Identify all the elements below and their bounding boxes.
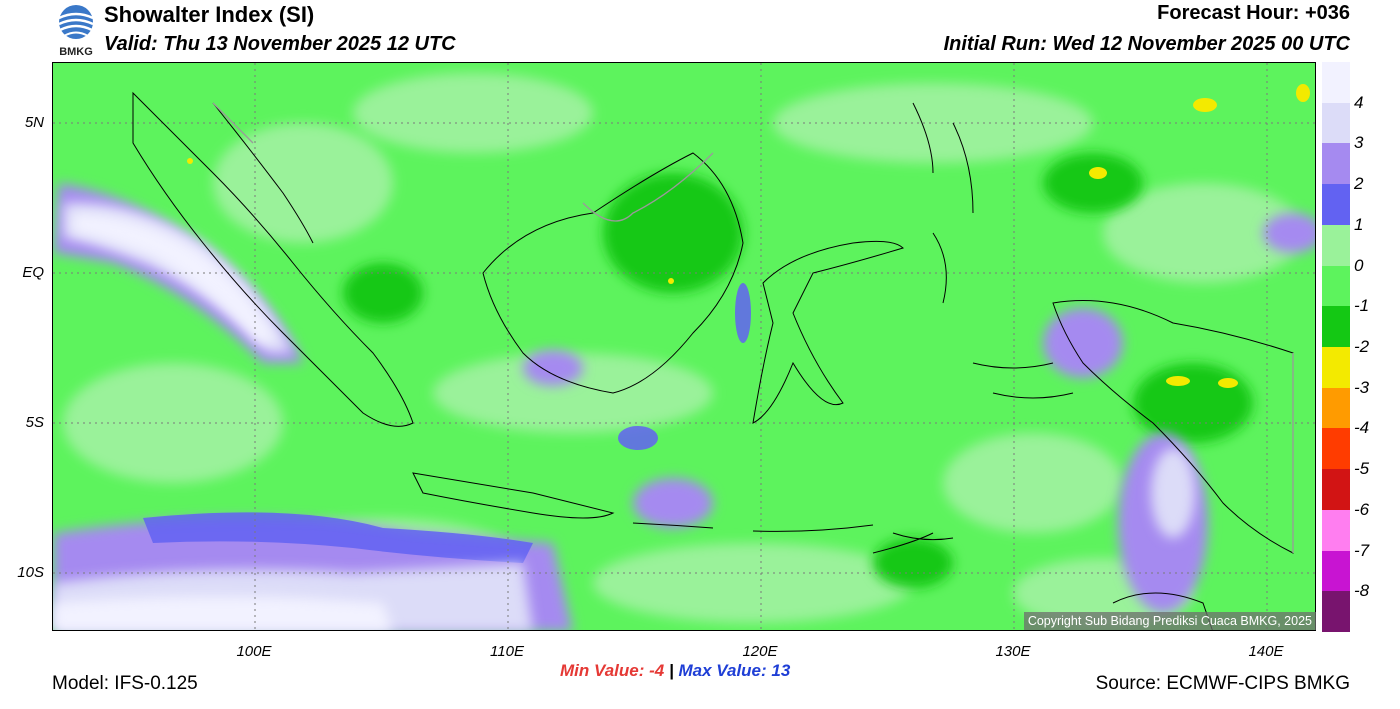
colorbar-swatch (1322, 428, 1350, 470)
colorbar-swatch (1322, 347, 1350, 389)
colorbar-label: 2 (1354, 174, 1364, 194)
bmkg-globe-icon (58, 5, 94, 39)
colorbar-label: -3 (1354, 377, 1370, 397)
source-info: Source: ECMWF-CIPS BMKG (1095, 673, 1350, 694)
showalter-field (53, 63, 1315, 630)
colorbar-label: 1 (1354, 214, 1364, 234)
colorbar-swatch (1322, 469, 1350, 511)
blue-areas (143, 283, 751, 563)
map-area (52, 62, 1316, 631)
colorbar-swatch (1322, 306, 1350, 348)
lat-label: 5N (24, 114, 44, 131)
colorbar-swatch (1322, 224, 1350, 267)
copyright-notice: Copyright Sub Bidang Prediksi Cuaca BMKG… (1023, 612, 1316, 630)
lon-label: 110E (490, 643, 524, 660)
lon-label: 140E (1248, 643, 1284, 660)
lat-label: EQ (22, 264, 44, 281)
colorbar-swatch (1322, 509, 1350, 552)
colorbar-swatch (1322, 387, 1350, 429)
colorbar-label: -8 (1354, 581, 1370, 601)
colorbar-swatch (1322, 265, 1350, 307)
colorbar-swatch (1322, 102, 1350, 144)
coastlines (132, 91, 1294, 630)
colorbar-label: 4 (1354, 92, 1364, 112)
lat-label: 5S (25, 414, 44, 431)
colorbar-swatch (1322, 550, 1350, 592)
lat-label: 10S (17, 564, 44, 581)
colorbar-label: -5 (1354, 459, 1370, 479)
max-label: Max Value: (678, 661, 767, 680)
colorbar (1322, 62, 1350, 633)
forecast-hour: Forecast Hour: +036 (1157, 2, 1350, 24)
min-max-separator: | (668, 661, 674, 680)
lon-label: 100E (236, 643, 272, 660)
borders (212, 102, 1294, 553)
colorbar-label: -1 (1354, 296, 1370, 316)
max-value: 13 (771, 661, 791, 680)
map-title: Showalter Index (SI) (104, 2, 315, 27)
min-label: Min Value: (560, 661, 645, 680)
colorbar-label: -6 (1354, 499, 1370, 519)
min-value: -4 (649, 661, 665, 680)
initial-run: Initial Run: Wed 12 November 2025 00 UTC (943, 33, 1350, 55)
model-info: Model: IFS-0.125 (52, 673, 198, 694)
graticule (53, 63, 1315, 630)
colorbar-swatch (1322, 591, 1350, 633)
white-areas (53, 213, 393, 630)
colorbar-swatch (1322, 184, 1350, 226)
colorbar-label: -4 (1354, 418, 1370, 438)
min-max-values: Min Value: -4 | Max Value: 13 (560, 661, 790, 681)
lon-label: 120E (742, 643, 778, 660)
lon-label: 130E (995, 643, 1031, 660)
colorbar-label: -2 (1354, 337, 1370, 356)
yellow-spots (187, 84, 1310, 388)
colorbar-swatch (1322, 62, 1350, 104)
colorbar-label: -7 (1354, 540, 1370, 560)
bmkg-logo: BMKG (52, 2, 100, 60)
logo-text: BMKG (59, 46, 93, 58)
colorbar-swatch (1322, 143, 1350, 185)
colorbar-label: 3 (1354, 133, 1364, 153)
valid-time: Valid: Thu 13 November 2025 12 UTC (104, 33, 456, 55)
colorbar-label: 0 (1354, 255, 1364, 275)
